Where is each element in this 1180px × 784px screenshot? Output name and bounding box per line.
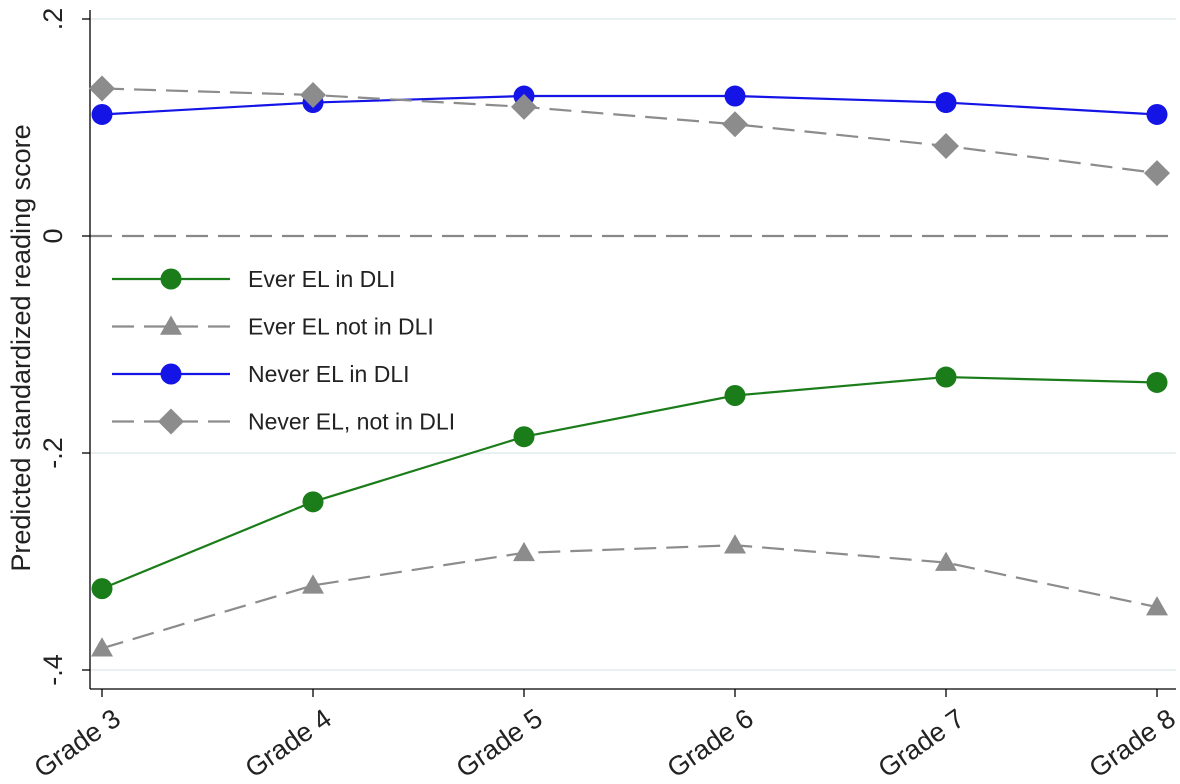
legend-label: Ever EL not in DLI (248, 314, 434, 340)
series-lines (89, 75, 1170, 657)
series-2 (91, 85, 1168, 125)
data-point (300, 81, 326, 108)
legend: Ever EL in DLI Ever EL not in DLI Never EL… (100, 256, 495, 436)
data-point (1146, 103, 1168, 125)
y-tick-label: .2 (38, 8, 68, 31)
data-point (722, 111, 748, 138)
data-point (513, 426, 535, 448)
data-point (724, 85, 746, 107)
data-point (1146, 596, 1168, 616)
y-tick-label: -.4 (38, 654, 68, 686)
legend-marker (160, 363, 182, 385)
y-tick-label: 0 (38, 228, 68, 243)
data-point (302, 491, 324, 513)
data-point (302, 574, 324, 594)
x-tick-label: Grade 5 (451, 703, 548, 784)
data-point (91, 637, 113, 657)
data-point (89, 75, 115, 102)
x-ticks: Grade 3 Grade 4 Grade 5 Grade 6 Grade 7 Grade… (29, 689, 1180, 784)
legend-marker (158, 408, 184, 435)
x-tick-label: Grade 7 (873, 703, 970, 784)
series-line (101, 94, 1158, 116)
legend-label: Never EL, not in DLI (248, 409, 455, 435)
series-0 (91, 366, 1168, 600)
data-point (935, 92, 957, 114)
data-point (91, 103, 113, 125)
data-point (724, 384, 746, 406)
legend-label: Ever EL in DLI (248, 266, 395, 292)
x-tick-label: Grade 6 (662, 703, 759, 784)
x-tick-label: Grade 3 (29, 703, 126, 784)
axes (89, 10, 1176, 690)
data-point (724, 534, 746, 554)
series-1 (91, 534, 1168, 657)
y-axis-title: Predicted standardized reading score (6, 124, 36, 571)
data-point (935, 366, 957, 388)
data-point (91, 578, 113, 600)
data-point (935, 551, 957, 571)
legend-item: Never EL in DLI (112, 361, 410, 387)
legend-marker (160, 315, 182, 335)
data-point (511, 93, 537, 120)
grid-lines (90, 18, 1176, 671)
data-point (933, 132, 959, 159)
x-tick-label: Grade 8 (1084, 703, 1180, 784)
data-point (1144, 160, 1170, 187)
legend-item: Ever EL not in DLI (112, 314, 434, 340)
data-point (1146, 371, 1168, 393)
legend-marker (160, 268, 182, 290)
legend-item: Never EL, not in DLI (112, 408, 455, 435)
series-line (101, 375, 1158, 590)
series-line (101, 87, 1158, 175)
series-line (101, 544, 1158, 650)
legend-item: Ever EL in DLI (112, 266, 395, 292)
x-tick-label: Grade 4 (240, 703, 337, 784)
y-ticks: .2 0 -.2 -.4 (38, 8, 90, 686)
data-point (513, 541, 535, 562)
y-tick-label: -.2 (38, 437, 68, 469)
legend-label: Never EL in DLI (248, 361, 410, 387)
series-3 (89, 75, 1170, 187)
